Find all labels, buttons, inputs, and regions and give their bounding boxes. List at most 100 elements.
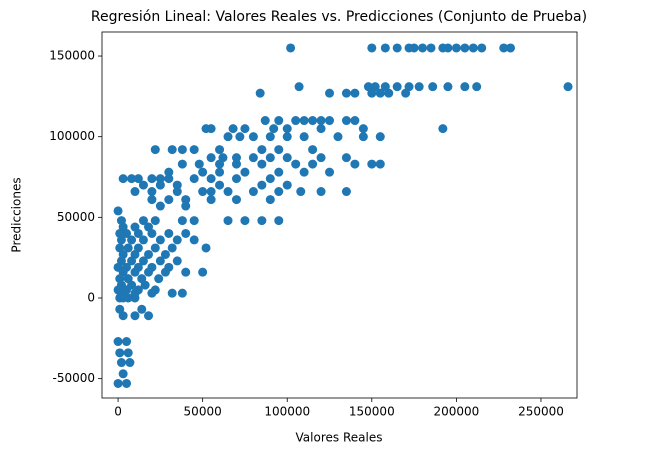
point xyxy=(177,145,187,155)
point xyxy=(460,43,470,53)
x-tick-label: 0 xyxy=(114,405,122,419)
point xyxy=(341,88,351,98)
point xyxy=(350,116,360,126)
point xyxy=(384,88,394,98)
point xyxy=(147,187,157,197)
point xyxy=(215,180,225,190)
point xyxy=(291,159,301,169)
point xyxy=(133,228,143,238)
point xyxy=(418,43,428,53)
point xyxy=(257,159,267,169)
point xyxy=(198,167,208,177)
point xyxy=(127,256,137,266)
point xyxy=(155,235,165,245)
point xyxy=(144,249,154,259)
x-axis-label: Valores Reales xyxy=(296,431,383,445)
point xyxy=(228,124,238,134)
point xyxy=(189,235,199,245)
point xyxy=(375,88,385,98)
point xyxy=(472,82,482,92)
point xyxy=(428,82,438,92)
point xyxy=(333,132,343,142)
point xyxy=(316,187,326,197)
point xyxy=(115,348,125,358)
point xyxy=(255,88,265,98)
point xyxy=(257,216,267,226)
point xyxy=(563,82,573,92)
point xyxy=(451,43,461,53)
point xyxy=(206,153,216,163)
point xyxy=(240,124,250,134)
point xyxy=(414,82,424,92)
point xyxy=(122,337,132,347)
point xyxy=(299,116,309,126)
point xyxy=(282,124,292,134)
point xyxy=(367,43,377,53)
point xyxy=(468,43,478,53)
point xyxy=(118,174,128,184)
point xyxy=(118,311,128,321)
point xyxy=(248,132,258,142)
point xyxy=(308,116,318,126)
point xyxy=(160,267,170,277)
point xyxy=(144,311,154,321)
point xyxy=(138,256,148,266)
point xyxy=(231,153,241,163)
point xyxy=(291,116,301,126)
point xyxy=(155,174,165,184)
point xyxy=(155,180,165,190)
point xyxy=(167,243,177,253)
point xyxy=(206,195,216,205)
y-tick-label: 100000 xyxy=(49,129,95,143)
point xyxy=(325,88,335,98)
point xyxy=(282,153,292,163)
point xyxy=(130,293,140,303)
point xyxy=(177,216,187,226)
point xyxy=(274,187,284,197)
point xyxy=(375,132,385,142)
point xyxy=(215,145,225,155)
point xyxy=(189,145,199,155)
point xyxy=(282,132,292,142)
point xyxy=(122,228,132,238)
point xyxy=(164,228,174,238)
point xyxy=(138,180,148,190)
point xyxy=(181,267,191,277)
point xyxy=(350,88,360,98)
point xyxy=(130,267,140,277)
point xyxy=(274,145,284,155)
point xyxy=(137,304,147,314)
point xyxy=(235,132,245,142)
point xyxy=(282,180,292,190)
point xyxy=(150,216,160,226)
point xyxy=(123,243,133,253)
point xyxy=(325,116,335,126)
point xyxy=(155,201,165,211)
point xyxy=(147,228,157,238)
point xyxy=(299,132,309,142)
point xyxy=(240,167,250,177)
point xyxy=(130,311,140,321)
point xyxy=(123,293,133,303)
point xyxy=(269,124,279,134)
point xyxy=(154,274,164,284)
point xyxy=(198,267,208,277)
y-tick-label: 0 xyxy=(87,290,95,304)
plot-area xyxy=(113,43,573,388)
point xyxy=(206,187,216,197)
point xyxy=(265,153,275,163)
point xyxy=(350,159,360,169)
point xyxy=(443,82,453,92)
point xyxy=(392,43,402,53)
point xyxy=(316,116,326,126)
x-tick-label: 50000 xyxy=(184,405,222,419)
point xyxy=(257,180,267,190)
point xyxy=(164,167,174,177)
point xyxy=(367,159,377,169)
axes-frame xyxy=(101,31,578,399)
y-axis-label: Predicciones xyxy=(10,177,24,252)
point xyxy=(122,378,132,388)
point xyxy=(113,337,123,347)
point xyxy=(231,159,241,169)
